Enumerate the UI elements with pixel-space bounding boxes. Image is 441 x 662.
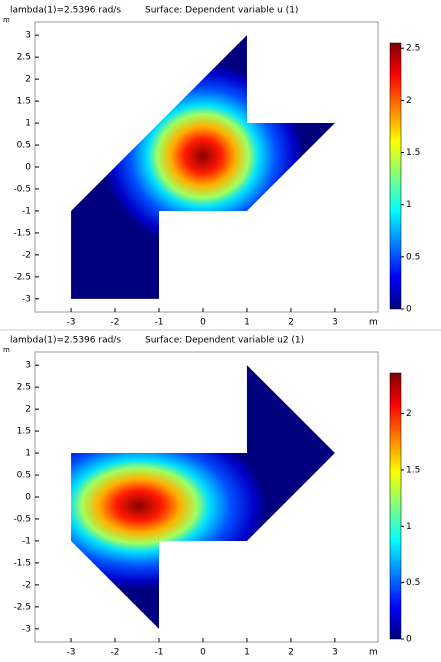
y-tick-label: -3 [22,624,31,634]
y-tick-label: -3 [22,294,31,304]
x-tick-label: -1 [155,648,164,658]
y-tick-label: 1.5 [17,97,31,107]
y-tick-label: -1.5 [13,558,31,568]
y-tick-label: -1 [22,206,31,216]
x-tick-label: 1 [244,648,250,658]
y-tick-label: 0 [25,163,31,173]
x-tick-label: 2 [288,648,294,658]
y-tick-label: 3 [25,31,31,41]
y-tick-label: -1.5 [13,228,31,238]
x-unit: m [369,318,378,328]
y-tick-label: 2 [25,75,31,85]
y-tick-label: 2.5 [17,53,31,63]
plot-title: lambda(1)=2.5396 rad/s [10,6,121,16]
colorbar-tick-label: 2.5 [406,44,420,54]
colorbar-tick-label: 2 [406,96,412,106]
colorbar-tick-label: 1.5 [406,465,420,475]
x-tick-label: -1 [155,318,164,328]
x-tick-label: -3 [67,318,76,328]
colorbar [389,372,402,640]
x-tick-label: 0 [200,648,206,658]
plot-subtitle: Surface: Dependent variable u2 (1) [145,336,304,346]
x-tick-label: 2 [288,318,294,328]
y-tick-label: -2 [22,250,31,260]
y-tick-label: 2 [25,405,31,415]
surface-domain [71,365,335,629]
colorbar-tick-label: 0.5 [406,252,420,262]
y-tick-label: 1 [25,119,31,129]
y-tick-label: 0 [25,493,31,503]
y-unit: m [3,16,10,24]
colorbar-tick-label: 0.5 [406,578,420,588]
y-tick-label: 1.5 [17,427,31,437]
x-tick-label: 1 [244,318,250,328]
colorbar-tick-label: 2 [406,409,412,419]
colorbar-tick-label: 0 [406,635,412,645]
x-tick-label: -3 [67,648,76,658]
colorbar-tick-label: 1.5 [406,148,420,158]
x-tick-label: 3 [332,318,338,328]
x-unit: m [369,648,378,658]
y-tick-label: -0.5 [13,514,31,524]
y-tick-label: -1 [22,536,31,546]
x-tick-label: -2 [111,318,120,328]
plot-subtitle: Surface: Dependent variable u (1) [145,6,298,16]
x-tick-label: 0 [200,318,206,328]
colorbar [389,42,402,310]
y-tick-label: 2.5 [17,383,31,393]
y-unit: m [3,346,10,354]
plot-title: lambda(1)=2.5396 rad/s [10,336,121,346]
y-tick-label: -2 [22,580,31,590]
y-tick-label: -2.5 [13,272,31,282]
colorbar-tick-label: 0 [406,305,412,315]
y-tick-label: 1 [25,449,31,459]
x-tick-label: 3 [332,648,338,658]
colorbar-tick-label: 1 [406,522,412,532]
y-tick-label: 3 [25,361,31,371]
y-tick-label: 0.5 [17,141,31,151]
y-tick-label: -2.5 [13,602,31,612]
y-tick-label: -0.5 [13,184,31,194]
colorbar-tick-label: 1 [406,200,412,210]
y-tick-label: 0.5 [17,471,31,481]
x-tick-label: -2 [111,648,120,658]
surface-domain [71,35,335,299]
